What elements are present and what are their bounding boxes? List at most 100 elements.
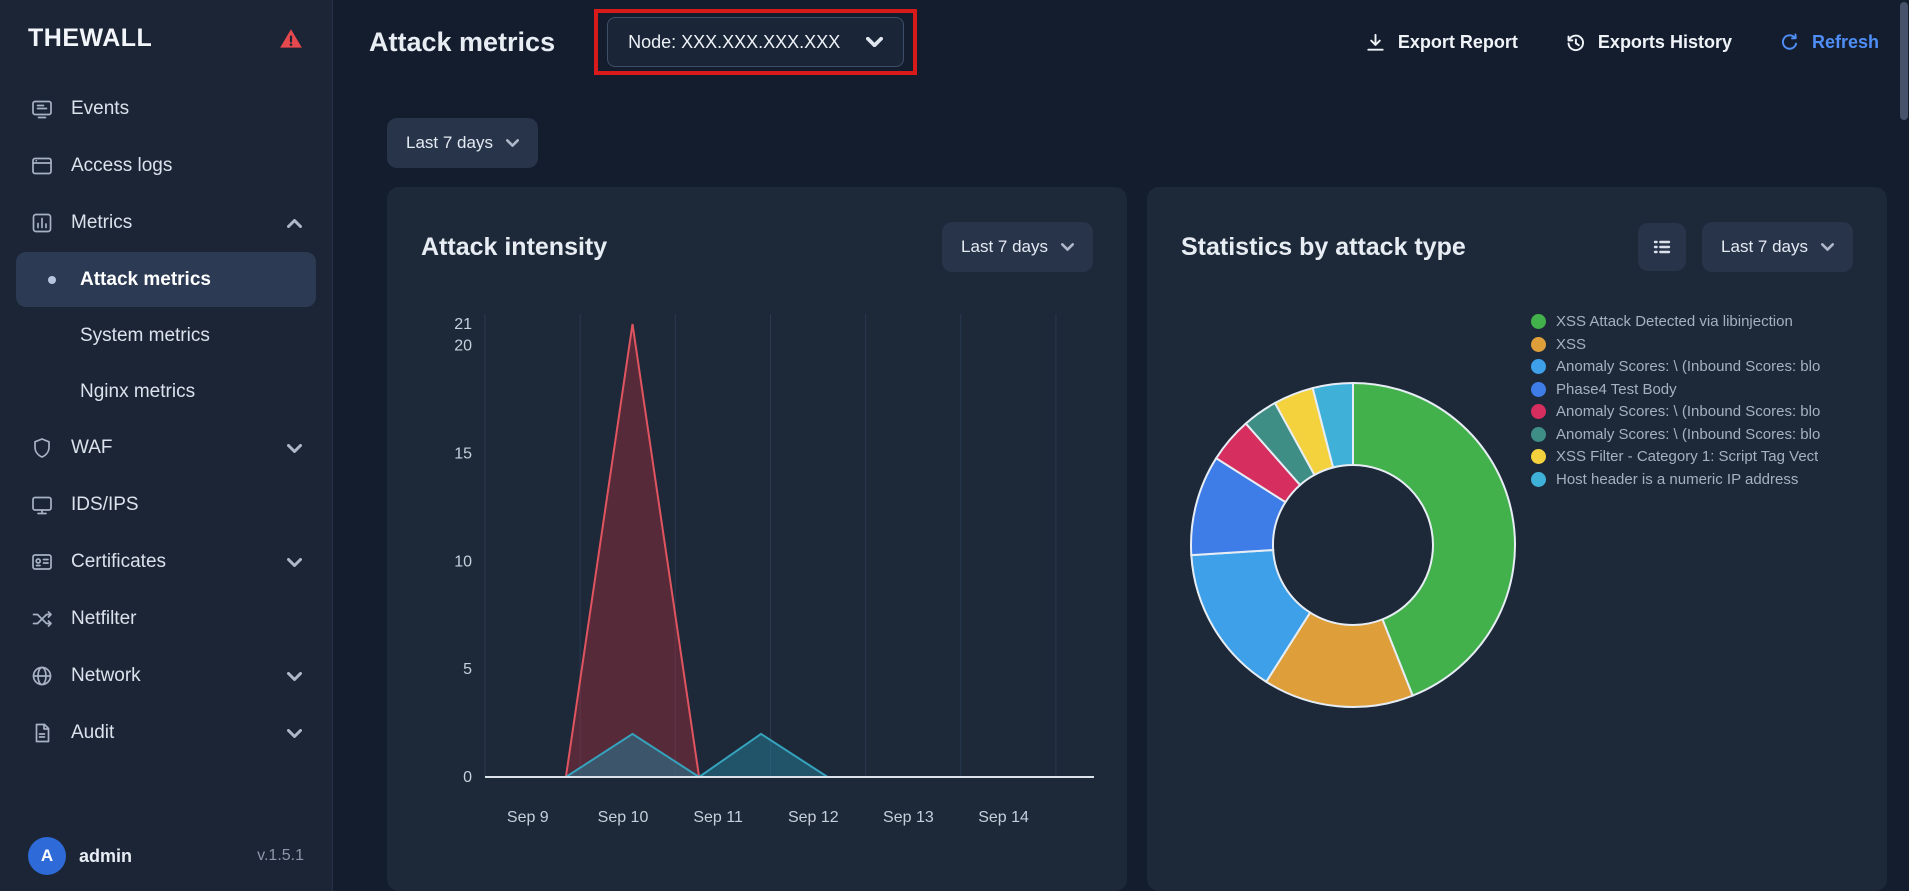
exports-history-button[interactable]: Exports History xyxy=(1564,31,1732,54)
card-range-value: Last 7 days xyxy=(1721,237,1808,256)
legend-label: Anomaly Scores: \ (Inbound Scores: blo xyxy=(1556,403,1821,421)
shield-icon xyxy=(34,438,50,458)
legend-item[interactable]: Host header is a numeric IP address xyxy=(1531,471,1820,489)
sidebar-item-label: Access logs xyxy=(71,155,173,176)
legend-dot xyxy=(1531,404,1546,420)
attack-type-donut-chart xyxy=(1190,381,1516,708)
refresh-button[interactable]: Refresh xyxy=(1778,31,1879,54)
sub-item-label: System metrics xyxy=(80,324,210,346)
legend-label: Anomaly Scores: \ (Inbound Scores: blo xyxy=(1556,425,1821,443)
legend-item[interactable]: Phase4 Test Body xyxy=(1531,381,1820,399)
export-report-button[interactable]: Export Report xyxy=(1364,31,1518,54)
metrics-icon xyxy=(32,213,52,233)
sidebar-item-label: Audit xyxy=(71,722,115,743)
events-icon xyxy=(32,100,52,119)
chevron-down-icon xyxy=(287,671,302,681)
legend-label: XSS xyxy=(1556,335,1587,353)
app-version: v.1.5.1 xyxy=(257,847,304,864)
table-view-button[interactable] xyxy=(1638,223,1687,271)
sub-item-label: Nginx metrics xyxy=(80,380,196,402)
export-report-label: Export Report xyxy=(1397,31,1518,52)
legend-item[interactable]: XSS Attack Detected via libinjection xyxy=(1531,313,1820,331)
node-selector-value: Node: XXX.XXX.XXX.XXX xyxy=(628,31,841,52)
legend-item[interactable]: XSS xyxy=(1531,336,1820,354)
y-tick-label: 20 xyxy=(454,338,472,355)
legend-dot xyxy=(1531,381,1546,397)
legend-item[interactable]: Anomaly Scores: \ (Inbound Scores: blo xyxy=(1531,358,1820,376)
sidebar-item-events[interactable]: Events xyxy=(16,81,316,137)
network-icon xyxy=(32,666,52,686)
legend-item[interactable]: Anomaly Scores: \ (Inbound Scores: blo xyxy=(1531,403,1820,421)
y-tick-label: 0 xyxy=(463,769,472,786)
y-tick-label: 10 xyxy=(454,553,472,570)
card-range-dropdown[interactable]: Last 7 days xyxy=(942,222,1093,272)
audit-icon xyxy=(35,723,50,743)
legend-label: Anomaly Scores: \ (Inbound Scores: blo xyxy=(1556,358,1821,376)
legend-dot xyxy=(1531,314,1546,330)
sidebar-item-ids-ips[interactable]: IDS/IPS xyxy=(16,477,316,533)
sidebar-item-label: WAF xyxy=(71,437,113,458)
donut-legend: XSS Attack Detected via libinjection XSS A… xyxy=(1531,313,1820,720)
sidebar-item-system-metrics[interactable]: System metrics xyxy=(16,308,316,363)
sidebar-item-waf[interactable]: WAF xyxy=(16,420,316,476)
sidebar-item-nginx-metrics[interactable]: Nginx metrics xyxy=(16,364,316,419)
attack-intensity-chart: 0 5 10 15 20 21 Sep 9 Sep 10 Sep 11 Sep 12 Sep 13 S… xyxy=(454,314,1094,826)
sidebar-item-label: Events xyxy=(71,98,130,119)
legend-item[interactable]: XSS Filter - Category 1: Script Tag Vect xyxy=(1531,448,1820,466)
avatar[interactable]: A xyxy=(28,837,66,875)
legend-label: XSS Filter - Category 1: Script Tag Vect xyxy=(1556,448,1819,466)
chevron-down-icon xyxy=(1061,243,1074,251)
topbar: Attack metrics Node: XXX.XXX.XXX.XXX Exp… xyxy=(333,0,1909,84)
card-header: Attack intensity Last 7 days xyxy=(421,221,1093,273)
sidebar-item-network[interactable]: Network xyxy=(16,648,316,704)
x-tick-label: Sep 9 xyxy=(507,809,549,826)
scrollbar-thumb[interactable] xyxy=(1900,2,1908,120)
range-filter-value: Last 7 days xyxy=(406,133,493,152)
x-tick-label: Sep 14 xyxy=(978,809,1029,826)
legend-dot xyxy=(1531,359,1546,375)
page-title: Attack metrics xyxy=(369,26,556,57)
card-title: Attack intensity xyxy=(421,232,608,261)
stats-by-attack-type-card: Statistics by attack type Last 7 days xyxy=(1147,187,1887,891)
y-tick-label: 5 xyxy=(463,661,472,678)
ids-ips-icon xyxy=(32,496,52,515)
sidebar-item-access-logs[interactable]: Access logs xyxy=(16,138,316,194)
alert-warning-icon[interactable] xyxy=(278,26,304,52)
card-header: Statistics by attack type Last 7 days xyxy=(1181,221,1853,273)
sidebar-item-netfilter[interactable]: Netfilter xyxy=(16,591,316,647)
scrollbar[interactable] xyxy=(1899,0,1909,891)
card-range-dropdown[interactable]: Last 7 days xyxy=(1702,222,1853,272)
donut-slice[interactable] xyxy=(1352,381,1516,697)
legend-dot xyxy=(1531,336,1546,352)
history-icon xyxy=(1567,34,1584,51)
content: Last 7 days Attack intensity Last 7 days xyxy=(333,84,1909,891)
sidebar: THEWALL Events Access logs Metrics Attac… xyxy=(0,0,333,891)
card-controls: Last 7 days xyxy=(942,222,1093,272)
card-range-value: Last 7 days xyxy=(961,237,1048,256)
sidebar-item-attack-metrics[interactable]: Attack metrics xyxy=(16,252,316,307)
sidebar-nav: Events Access logs Metrics Attack metric… xyxy=(16,81,316,827)
card-title: Statistics by attack type xyxy=(1181,232,1466,261)
chevron-down-icon xyxy=(287,728,302,738)
range-filter-dropdown[interactable]: Last 7 days xyxy=(387,118,538,168)
node-selector-dropdown[interactable]: Node: XXX.XXX.XXX.XXX xyxy=(607,17,905,67)
logo-row: THEWALL xyxy=(16,20,316,81)
x-tick-label: Sep 11 xyxy=(693,809,743,826)
topbar-actions: Export Report Exports History Refresh xyxy=(1364,31,1879,54)
sidebar-item-metrics[interactable]: Metrics xyxy=(16,195,316,251)
card-controls: Last 7 days xyxy=(1638,222,1853,272)
donut-box xyxy=(1183,375,1523,720)
node-selector-wrap: Node: XXX.XXX.XXX.XXX xyxy=(594,9,918,75)
legend-item[interactable]: Anomaly Scores: \ (Inbound Scores: blo xyxy=(1531,426,1820,444)
sidebar-item-certificates[interactable]: Certificates xyxy=(16,534,316,590)
chevron-down-icon xyxy=(287,443,302,453)
donut-slice[interactable] xyxy=(1311,381,1354,469)
sidebar-item-audit[interactable]: Audit xyxy=(16,705,316,761)
legend-dot xyxy=(1531,471,1546,487)
legend-label: XSS Attack Detected via libinjection xyxy=(1556,313,1793,331)
y-tick-label: 21 xyxy=(454,316,472,333)
chevron-down-icon xyxy=(287,557,302,567)
x-tick-label: Sep 12 xyxy=(788,809,839,826)
sub-item-label: Attack metrics xyxy=(80,268,211,290)
sidebar-item-label: Certificates xyxy=(71,551,167,572)
